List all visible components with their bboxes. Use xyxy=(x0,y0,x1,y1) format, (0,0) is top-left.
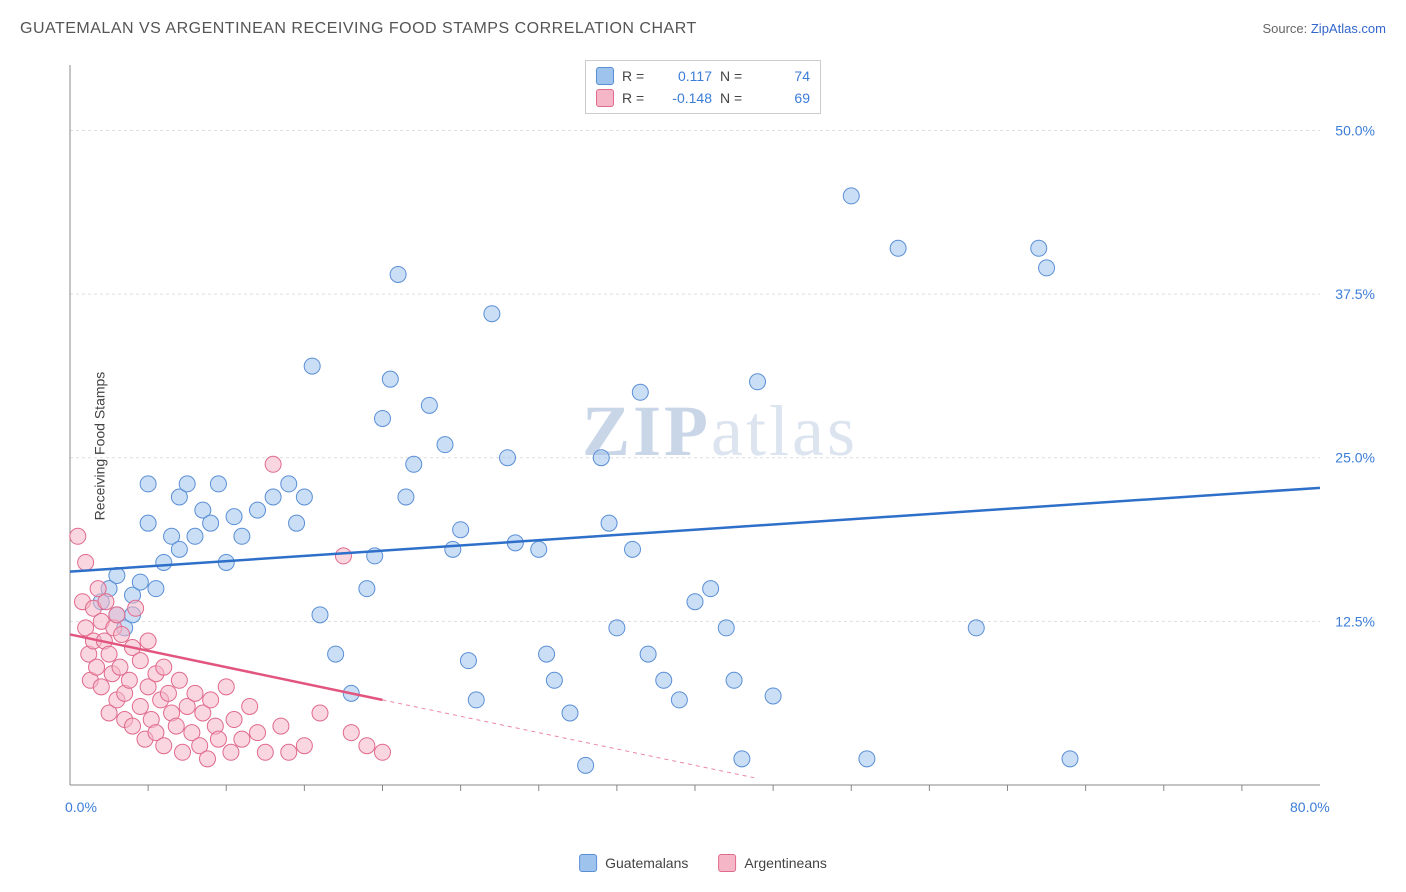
legend-stats: R = 0.117 N = 74 R = -0.148 N = 69 xyxy=(585,60,821,114)
n-label: N = xyxy=(720,90,748,106)
chart-title: GUATEMALAN VS ARGENTINEAN RECEIVING FOOD… xyxy=(20,20,697,38)
r-value-0: 0.117 xyxy=(658,68,712,84)
svg-text:25.0%: 25.0% xyxy=(1335,450,1375,466)
svg-text:50.0%: 50.0% xyxy=(1335,122,1375,138)
legend-stats-row-1: R = -0.148 N = 69 xyxy=(596,87,810,109)
svg-text:12.5%: 12.5% xyxy=(1335,613,1375,629)
chart-header: GUATEMALAN VS ARGENTINEAN RECEIVING FOOD… xyxy=(20,20,1386,38)
legend-stats-row-0: R = 0.117 N = 74 xyxy=(596,65,810,87)
legend-item-0: Guatemalans xyxy=(579,854,688,872)
legend-swatch-series-0 xyxy=(579,854,597,872)
r-value-1: -0.148 xyxy=(658,90,712,106)
r-label: R = xyxy=(622,68,650,84)
svg-text:37.5%: 37.5% xyxy=(1335,286,1375,302)
chart-source: Source: ZipAtlas.com xyxy=(1262,21,1386,36)
legend-swatch-series-1 xyxy=(718,854,736,872)
legend-item-1: Argentineans xyxy=(718,854,827,872)
legend-swatch-1 xyxy=(596,89,614,107)
n-label: N = xyxy=(720,68,748,84)
n-value-0: 74 xyxy=(756,68,810,84)
x-axis-min-label: 0.0% xyxy=(65,799,97,815)
source-link[interactable]: ZipAtlas.com xyxy=(1311,21,1386,36)
legend-label-1: Argentineans xyxy=(744,855,827,871)
legend-label-0: Guatemalans xyxy=(605,855,688,871)
x-axis-max-label: 80.0% xyxy=(1290,799,1330,815)
scatter-plot: 12.5% 25.0% 37.5% 50.0% xyxy=(60,55,1380,825)
n-value-1: 69 xyxy=(756,90,810,106)
source-prefix: Source: xyxy=(1262,21,1310,36)
chart-area: ZIPatlas 12.5%25.0%37.5%50.0% xyxy=(60,55,1380,825)
r-label: R = xyxy=(622,90,650,106)
legend-swatch-0 xyxy=(596,67,614,85)
legend-series: Guatemalans Argentineans xyxy=(579,854,827,872)
